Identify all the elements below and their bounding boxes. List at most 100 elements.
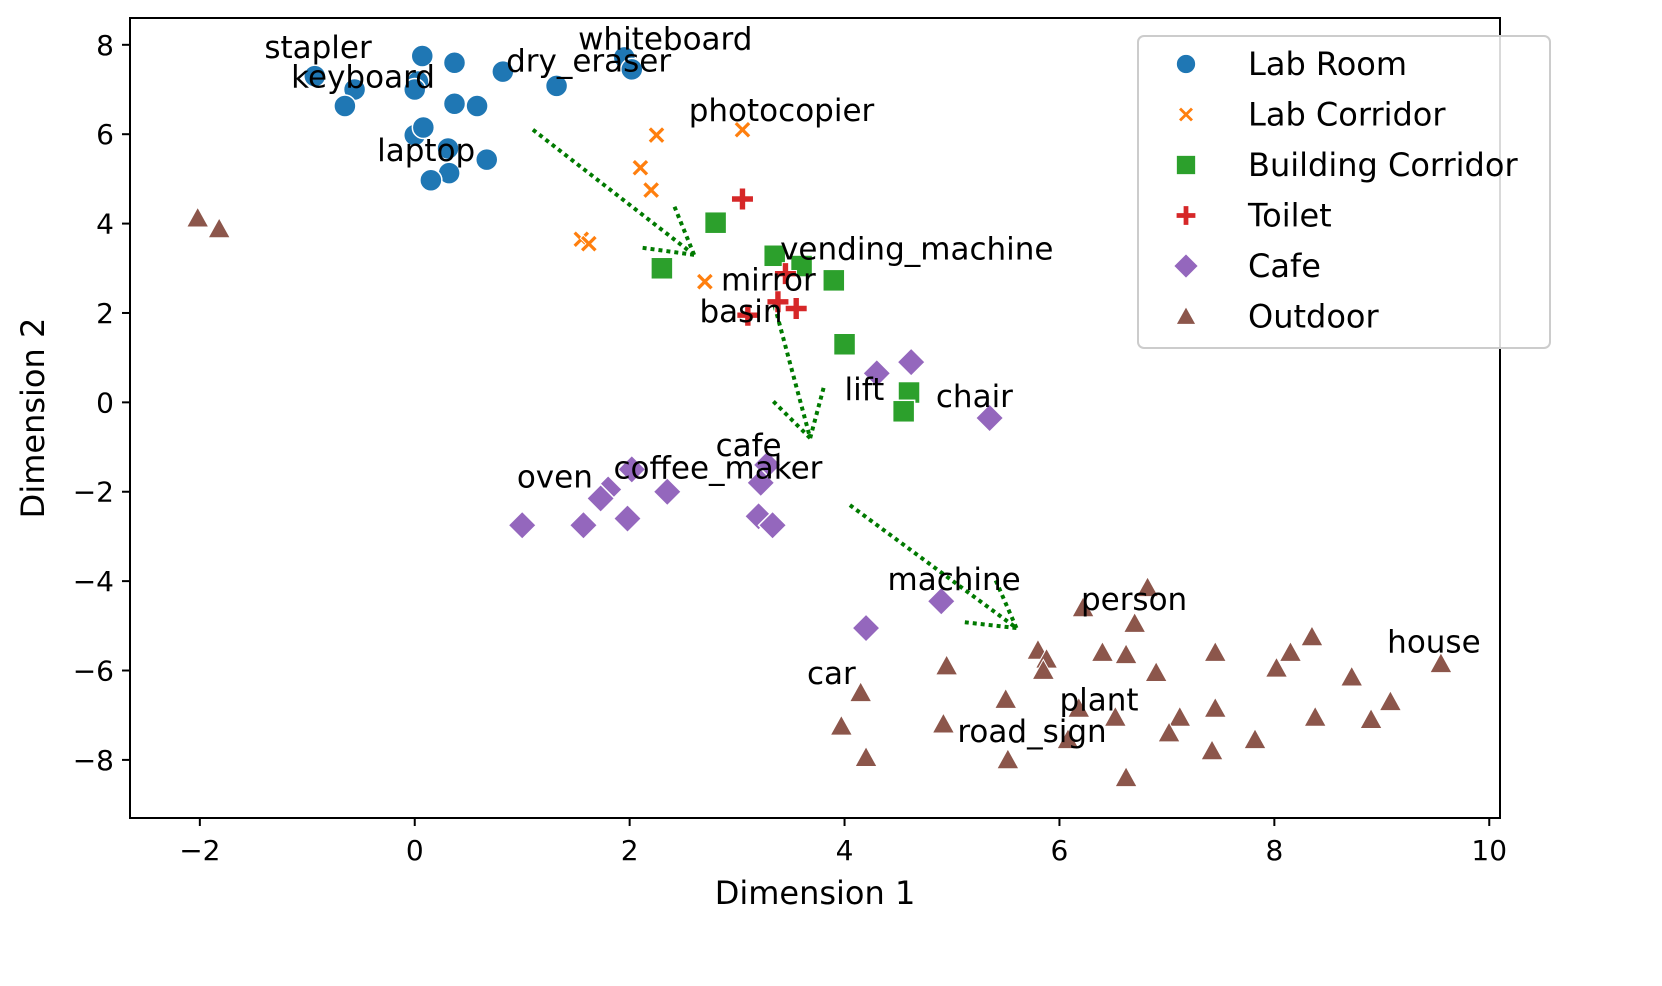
data-point bbox=[585, 483, 616, 514]
axis-ticks: −2 0 2 4 6 8 10 −8 −6 −4 −2 0 2 4 6 8 bbox=[73, 29, 1507, 867]
point-label-stapler: stapler bbox=[264, 30, 372, 66]
point-label-road-sign: road_sign bbox=[957, 714, 1106, 750]
data-point bbox=[1122, 611, 1147, 633]
point-label-house: house bbox=[1387, 625, 1480, 661]
data-point bbox=[568, 510, 599, 541]
data-point bbox=[703, 210, 728, 235]
y-axis-label: Dimension 2 bbox=[14, 318, 52, 519]
arrow-head-left bbox=[964, 620, 1017, 631]
point-label-lift: lift bbox=[845, 372, 885, 408]
y-tick-label: 4 bbox=[96, 208, 114, 241]
data-point bbox=[579, 234, 599, 253]
arrow-head-left bbox=[771, 399, 812, 440]
y-tick-label: 8 bbox=[96, 29, 114, 62]
data-point bbox=[474, 147, 499, 172]
data-point bbox=[631, 158, 650, 177]
data-point bbox=[1300, 624, 1324, 647]
x-tick-label: 8 bbox=[1265, 834, 1283, 867]
data-point bbox=[861, 358, 892, 389]
legend-label: Building Corridor bbox=[1248, 146, 1518, 184]
arrow-shaft bbox=[772, 305, 813, 439]
legend-label: Toilet bbox=[1247, 197, 1332, 235]
legend-label: Lab Room bbox=[1248, 45, 1407, 83]
data-point bbox=[766, 290, 790, 314]
arrow-head-left bbox=[642, 245, 695, 257]
point-label-basin: basin bbox=[699, 294, 782, 330]
legend-item: Lab Room bbox=[1175, 45, 1407, 83]
arrow-shaft bbox=[531, 128, 696, 257]
data-point bbox=[641, 180, 661, 200]
legend-item: Cafe bbox=[1172, 247, 1321, 285]
legend-marker bbox=[1175, 205, 1197, 226]
data-point bbox=[773, 262, 797, 286]
legend-item: Lab Corridor bbox=[1177, 96, 1446, 134]
data-point bbox=[1144, 660, 1169, 683]
data-point bbox=[1103, 705, 1128, 727]
x-tick-label: 6 bbox=[1051, 834, 1069, 867]
data-point bbox=[1167, 705, 1192, 727]
point-label-machine: machine bbox=[888, 562, 1021, 598]
point-label-oven: oven bbox=[517, 459, 593, 495]
data-point bbox=[829, 714, 854, 736]
data-point bbox=[891, 399, 916, 424]
point-label-plant: plant bbox=[1059, 683, 1138, 719]
data-point bbox=[822, 268, 846, 293]
data-point bbox=[1090, 640, 1115, 662]
data-point bbox=[1056, 727, 1080, 750]
data-point bbox=[436, 136, 460, 161]
data-point bbox=[745, 467, 776, 498]
data-point bbox=[1066, 696, 1091, 718]
data-point bbox=[1200, 738, 1224, 761]
point-label-vending-machine: vending_machine bbox=[780, 231, 1053, 267]
data-point bbox=[1135, 575, 1160, 598]
data-point bbox=[848, 680, 873, 703]
data-point bbox=[1114, 765, 1138, 788]
point-label-whiteboard: whiteboard bbox=[578, 21, 752, 57]
trajectory-arrow bbox=[848, 503, 1019, 631]
y-tick-label: −6 bbox=[73, 655, 114, 688]
data-point bbox=[410, 44, 435, 68]
point-label-dry-eraser: dry_eraser bbox=[506, 44, 671, 80]
legend-item: Building Corridor bbox=[1175, 146, 1518, 184]
y-tick-label: 2 bbox=[96, 297, 114, 330]
x-tick-label: −2 bbox=[179, 834, 220, 867]
y-tick-label: 6 bbox=[96, 118, 114, 151]
data-point bbox=[411, 115, 436, 140]
data-point bbox=[544, 74, 569, 98]
y-tick-label: −2 bbox=[73, 476, 114, 509]
data-point bbox=[652, 476, 683, 507]
arrow-shaft bbox=[848, 503, 1018, 630]
arrow-head-right bbox=[993, 579, 1019, 629]
legend-marker bbox=[1177, 106, 1195, 123]
x-axis-label: Dimension 1 bbox=[715, 874, 916, 912]
data-point bbox=[1243, 727, 1267, 750]
legend-item: Outdoor bbox=[1175, 298, 1379, 336]
series-cafe bbox=[507, 347, 1005, 644]
data-point bbox=[650, 256, 674, 281]
y-tick-label: 0 bbox=[96, 386, 114, 419]
series-building-corridor bbox=[650, 210, 921, 424]
data-point bbox=[896, 347, 927, 378]
data-point bbox=[333, 94, 357, 118]
data-point bbox=[926, 586, 957, 617]
data-point bbox=[1157, 721, 1181, 743]
data-point bbox=[996, 747, 1020, 770]
data-point bbox=[1114, 642, 1138, 665]
data-point bbox=[1203, 640, 1228, 662]
data-point bbox=[207, 216, 232, 239]
data-point bbox=[1203, 696, 1228, 718]
data-point bbox=[465, 94, 489, 118]
data-point bbox=[1429, 651, 1453, 674]
data-point bbox=[931, 712, 956, 734]
legend-marker bbox=[1172, 252, 1200, 280]
data-point bbox=[733, 120, 752, 139]
point-label-chair: chair bbox=[936, 379, 1013, 415]
series-lab-room bbox=[303, 44, 644, 192]
data-point bbox=[402, 77, 427, 102]
data-point bbox=[854, 745, 878, 767]
trajectory-arrows bbox=[531, 128, 1019, 631]
point-label-photocopier: photocopier bbox=[689, 93, 875, 129]
legend-label: Lab Corridor bbox=[1248, 96, 1446, 134]
data-point bbox=[1278, 640, 1303, 662]
